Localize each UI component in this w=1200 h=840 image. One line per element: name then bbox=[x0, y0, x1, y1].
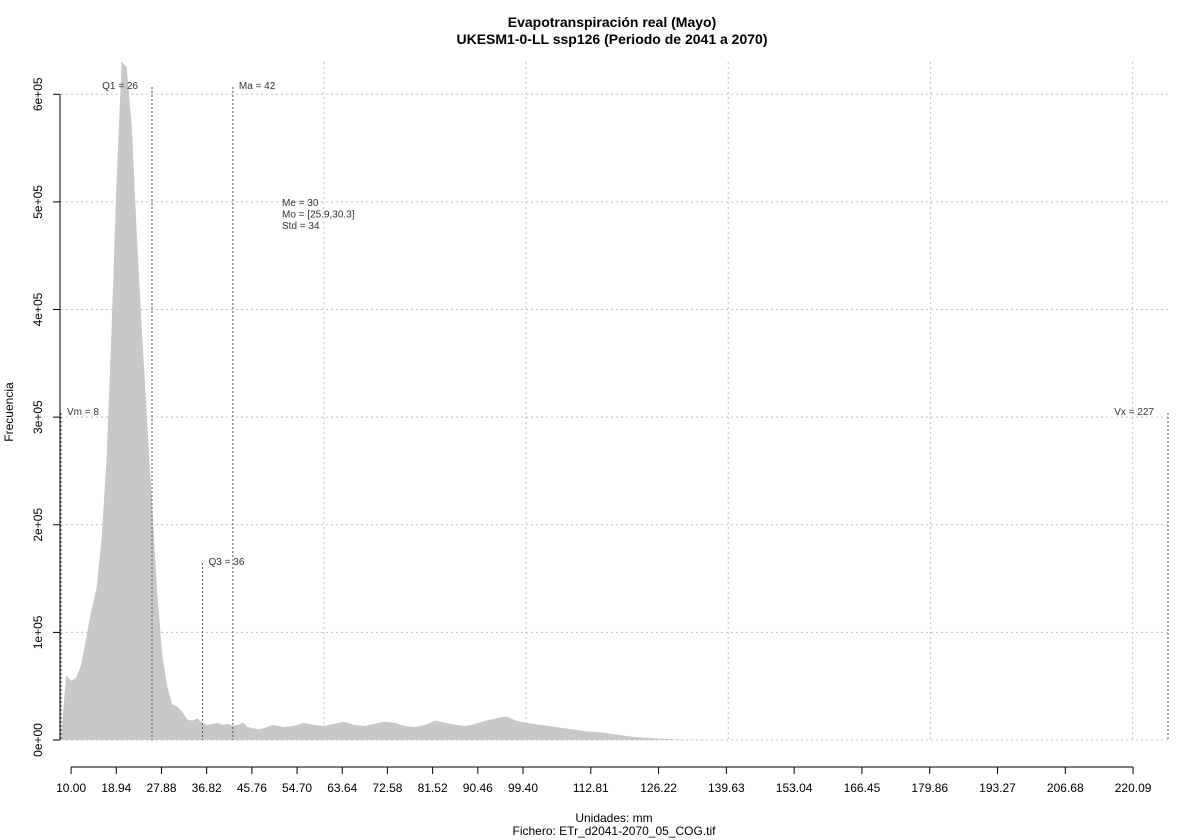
x-tick-label: 81.52 bbox=[418, 781, 448, 795]
y-tick-label: 0e+00 bbox=[31, 723, 45, 757]
x-tick-label: 63.64 bbox=[327, 781, 357, 795]
x-tick-label: 193.27 bbox=[979, 781, 1016, 795]
y-tick-label: 2e+05 bbox=[31, 508, 45, 542]
x-tick-label: 112.81 bbox=[573, 781, 609, 795]
chart-subtitle: UKESM1-0-LL ssp126 (Periodo de 2041 a 20… bbox=[457, 31, 768, 47]
reference-lines: Vm = 8 Q1 = 26 Q3 = 36 Ma = 42 Vx = 227 bbox=[60, 81, 1169, 740]
x-tick-label: 179.86 bbox=[911, 781, 948, 795]
x-tick-label: 206.68 bbox=[1047, 781, 1084, 795]
stat-label: Mo = [25.9,30.3] bbox=[282, 210, 355, 221]
caption: Fichero: ETr_d2041-2070_05_COG.tif bbox=[513, 824, 717, 838]
y-tick-label: 3e+05 bbox=[31, 400, 45, 434]
y-axis: 0e+00 1e+05 2e+05 3e+05 4e+05 5e+05 6e+05 bbox=[31, 77, 61, 757]
x-tick-label: 90.46 bbox=[463, 781, 493, 795]
x-tick-label: 27.88 bbox=[146, 781, 176, 795]
y-tick-label: 1e+05 bbox=[31, 615, 45, 649]
y-tick-label: 6e+05 bbox=[31, 77, 45, 111]
x-tick-label: 139.63 bbox=[708, 781, 745, 795]
chart-title: Evapotranspiración real (Mayo) bbox=[508, 14, 717, 30]
reference-line-label: Ma = 42 bbox=[239, 81, 276, 92]
reference-line-label: Vx = 227 bbox=[1114, 407, 1154, 418]
x-tick-label: 54.70 bbox=[282, 781, 312, 795]
x-tick-label: 153.04 bbox=[776, 781, 813, 795]
reference-line-label: Vm = 8 bbox=[67, 407, 99, 418]
x-axis-title: Unidades: mm bbox=[575, 811, 652, 825]
x-tick-label: 45.76 bbox=[237, 781, 267, 795]
reference-line-label: Q1 = 26 bbox=[102, 81, 138, 92]
x-axis: 10.00 18.94 27.88 36.82 45.76 54.70 63.64 72.58… bbox=[56, 766, 1152, 795]
stat-label: Me = 30 bbox=[282, 198, 319, 209]
density-area bbox=[61, 62, 1168, 740]
x-tick-label: 72.58 bbox=[372, 781, 402, 795]
x-tick-label: 126.22 bbox=[640, 781, 677, 795]
x-tick-label: 220.09 bbox=[1115, 781, 1152, 795]
y-tick-label: 4e+05 bbox=[31, 292, 45, 326]
x-tick-label: 18.94 bbox=[101, 781, 131, 795]
x-tick-label: 10.00 bbox=[56, 781, 86, 795]
y-tick-label: 5e+05 bbox=[31, 185, 45, 219]
grid bbox=[61, 62, 1168, 741]
reference-line-label: Q3 = 36 bbox=[209, 557, 245, 568]
x-tick-label: 166.45 bbox=[844, 781, 881, 795]
x-tick-label: 99.40 bbox=[508, 781, 538, 795]
y-axis-title: Frecuencia bbox=[2, 382, 16, 442]
x-tick-label: 36.82 bbox=[192, 781, 222, 795]
stat-label: Std = 34 bbox=[282, 221, 320, 232]
